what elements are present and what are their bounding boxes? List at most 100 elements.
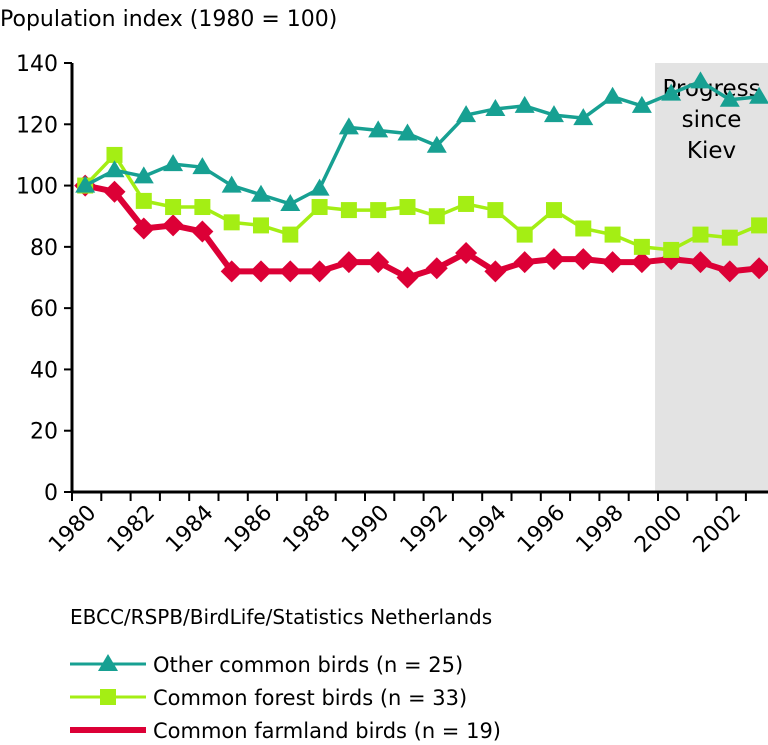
diamond-marker: [308, 260, 331, 283]
x-tick-label: 1988: [279, 501, 336, 558]
triangle-marker: [163, 154, 184, 172]
progress-since-kiev-region: [655, 63, 768, 492]
square-marker: [458, 195, 475, 212]
diamond-marker: [162, 214, 185, 237]
square-marker: [516, 226, 533, 243]
diamond-marker: [542, 248, 565, 271]
y-tick-label: 40: [30, 358, 58, 383]
annotation-line: Kiev: [687, 138, 736, 164]
triangle-marker: [104, 160, 125, 178]
diamond-marker: [689, 251, 712, 274]
square-marker: [106, 146, 123, 163]
diamond-marker: [601, 251, 624, 274]
series-triangle: [75, 71, 768, 211]
triangle-marker: [514, 95, 535, 113]
y-tick-label: 80: [30, 236, 58, 261]
legend-label: Other common birds (n = 25): [153, 653, 463, 677]
square-marker: [370, 202, 387, 219]
y-tick-label: 120: [16, 113, 58, 138]
triangle-marker: [602, 86, 623, 104]
diamond-marker: [484, 260, 507, 283]
y-tick-label: 20: [30, 420, 58, 445]
triangle-marker: [221, 175, 242, 193]
square-marker: [428, 208, 445, 225]
triangle-marker: [75, 175, 96, 193]
square-marker: [721, 229, 738, 246]
triangle-marker: [133, 166, 154, 184]
square-marker: [545, 202, 562, 219]
square-marker: [340, 202, 357, 219]
x-tick-label: 1996: [513, 501, 570, 558]
triangle-marker: [631, 95, 652, 113]
y-tick-label: 100: [16, 175, 58, 200]
diamond-marker: [455, 241, 478, 264]
triangle-marker: [280, 193, 301, 211]
square-marker: [311, 199, 328, 216]
square-marker: [165, 199, 182, 216]
triangle-marker: [338, 117, 359, 135]
diamond-marker: [103, 180, 126, 203]
diamond-marker: [718, 260, 741, 283]
x-tick-label: 1990: [337, 501, 394, 558]
triangle-marker: [661, 83, 682, 101]
diamond-marker: [396, 266, 419, 289]
square-marker: [223, 214, 240, 231]
legend-item: Common farmland birds (n = 19): [70, 719, 501, 743]
square-marker: [633, 238, 650, 255]
y-tick-label: 60: [30, 297, 58, 322]
triangle-marker: [719, 89, 740, 107]
triangle-marker: [690, 71, 711, 89]
legend-label: Common forest birds (n = 33): [153, 686, 467, 710]
diamond-marker: [220, 260, 243, 283]
annotation-line: since: [682, 107, 742, 133]
diamond-marker: [513, 251, 536, 274]
triangle-marker: [543, 105, 564, 123]
triangle-marker: [426, 135, 447, 153]
diamond-marker: [279, 260, 302, 283]
legend-label: Common farmland birds (n = 19): [153, 719, 501, 743]
triangle-marker: [309, 178, 330, 196]
source-label: EBCC/RSPB/BirdLife/Statistics Netherland…: [70, 605, 492, 629]
diamond-marker: [132, 217, 155, 240]
x-tick-label: 1980: [44, 501, 101, 558]
triangle-marker: [749, 86, 768, 104]
square-marker: [252, 217, 269, 234]
x-tick-label: 2002: [689, 501, 746, 558]
triangle-marker: [368, 120, 389, 138]
diamond-marker: [249, 260, 272, 283]
triangle-marker: [98, 654, 118, 671]
diamond-marker: [337, 251, 360, 274]
square-marker: [604, 226, 621, 243]
square-marker: [194, 199, 211, 216]
square-marker: [487, 202, 504, 219]
square-marker: [100, 689, 116, 705]
triangle-marker: [573, 108, 594, 126]
legend-item: Other common birds (n = 25): [70, 653, 463, 677]
diamond-marker: [367, 251, 390, 274]
x-tick-label: 1992: [396, 501, 453, 558]
series-diamond: [74, 174, 768, 289]
legend: Other common birds (n = 25) Common forest…: [70, 653, 501, 743]
y-tick-label: 140: [16, 52, 58, 77]
triangle-marker: [485, 98, 506, 116]
triangle-marker: [397, 123, 418, 141]
x-tick-label: 1998: [572, 501, 629, 558]
square-marker: [692, 226, 709, 243]
x-tick-label: 1986: [220, 501, 277, 558]
triangle-marker: [250, 184, 271, 202]
x-tick-label: 1984: [161, 501, 218, 558]
triangle-marker: [456, 105, 477, 123]
square-marker: [751, 217, 768, 234]
x-tick-label: 1994: [454, 501, 511, 558]
x-tick-label: 2000: [630, 501, 687, 558]
x-tick-label: 1982: [103, 501, 160, 558]
square-marker: [135, 192, 152, 209]
square-marker: [575, 220, 592, 237]
diamond-marker: [748, 257, 768, 280]
triangle-marker: [192, 157, 213, 175]
diamond-marker: [191, 220, 214, 243]
diamond-marker: [425, 257, 448, 280]
square-marker: [399, 199, 416, 216]
